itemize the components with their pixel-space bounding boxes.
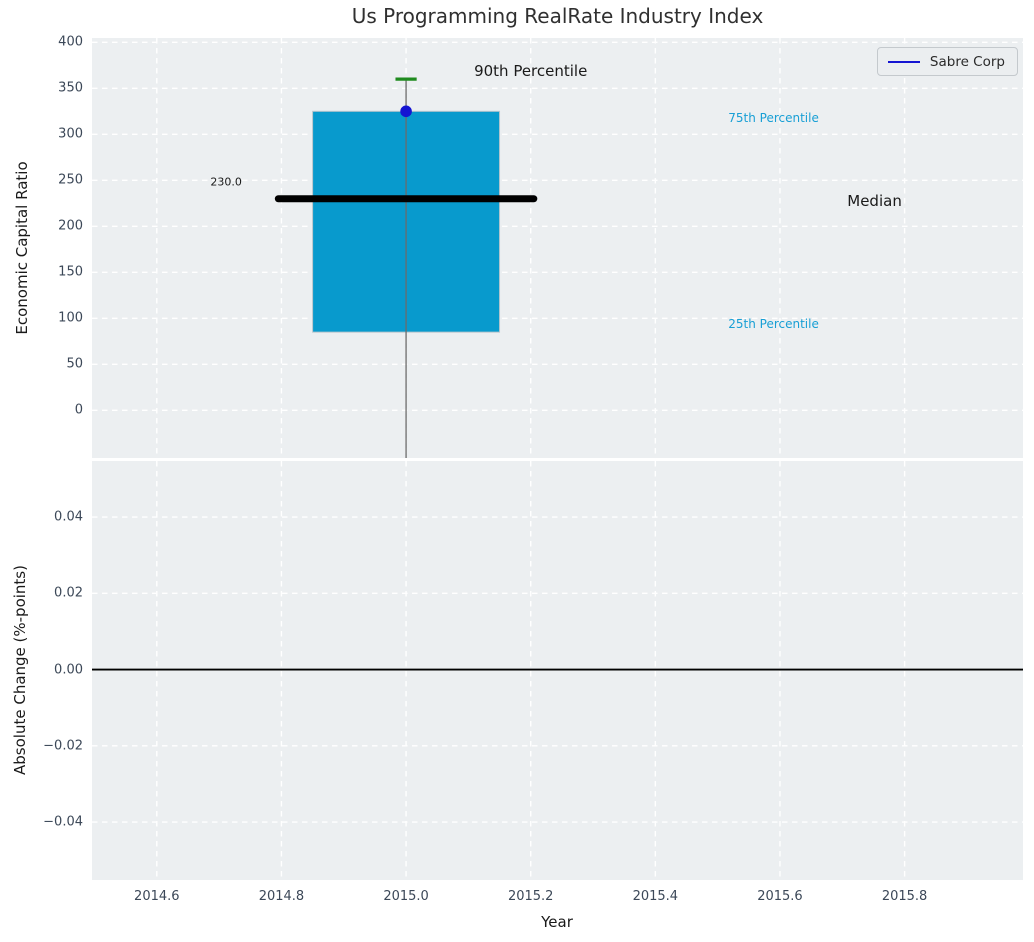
y-tick-label: 200	[58, 218, 83, 234]
y-tick-label: 0.04	[54, 509, 83, 525]
legend-line-sample	[887, 60, 920, 63]
x-axis-label: Year	[541, 913, 573, 931]
y-tick-label: 50	[66, 356, 83, 372]
y-tick-label: 300	[58, 126, 83, 142]
y-tick-label: 150	[58, 264, 83, 280]
top-axes: Sabre Corp	[92, 38, 1023, 458]
legend-label: Sabre Corp	[929, 53, 1005, 70]
annotation-median-value: 230.0	[210, 175, 242, 189]
chart-title: Us Programming RealRate Industry Index	[351, 4, 764, 28]
x-tick-label: 2015.2	[507, 889, 554, 904]
x-tick-label: 2014.6	[134, 889, 180, 904]
x-tick-label: 2014.8	[258, 889, 305, 904]
y-tick-label: 100	[58, 310, 83, 326]
bottom-plot-svg	[92, 461, 1023, 880]
x-tick-label: 2015.4	[632, 889, 679, 904]
y-tick-label: −0.04	[43, 814, 83, 830]
y-axis-label-top: Economic Capital Ratio	[13, 161, 31, 335]
y-tick-label: 0.02	[54, 585, 83, 601]
y-tick-label: 400	[58, 34, 83, 50]
company-point	[400, 105, 412, 118]
legend: Sabre Corp	[876, 47, 1018, 76]
annotation-p75-label: 75th Percentile	[728, 110, 819, 125]
x-tick-label: 2015.8	[881, 889, 928, 904]
y-tick-label: 250	[58, 172, 83, 188]
annotation-p25-label: 25th Percentile	[728, 316, 819, 331]
y-tick-label: −0.02	[43, 738, 83, 754]
y-tick-label: 0	[74, 402, 83, 418]
y-axis-label-bottom: Absolute Change (%-points)	[11, 565, 29, 775]
x-tick-label: 2015.6	[757, 889, 803, 904]
annotation-p90-label: 90th Percentile	[474, 61, 588, 80]
top-plot-svg	[92, 38, 1023, 458]
x-tick-label: 2015.0	[383, 889, 429, 904]
y-tick-label: 0.00	[54, 662, 83, 678]
y-tick-label: 350	[58, 80, 83, 96]
bottom-axes	[92, 461, 1023, 880]
annotation-median-label: Median	[847, 191, 902, 210]
